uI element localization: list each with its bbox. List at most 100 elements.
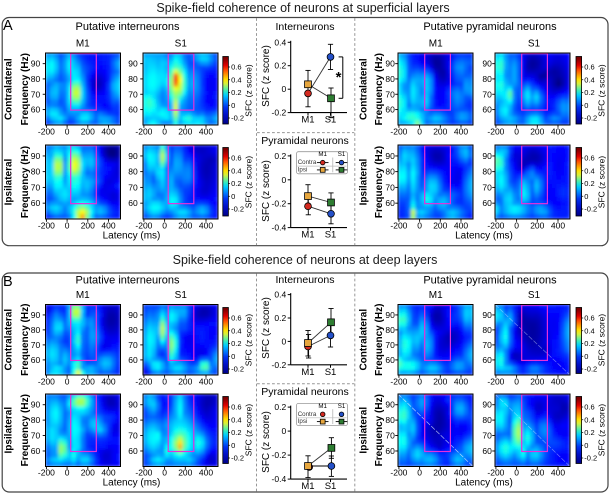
svg-text:70: 70	[31, 340, 41, 350]
svg-text:-200: -200	[390, 126, 407, 136]
svg-text:0.4: 0.4	[231, 415, 241, 424]
svg-text:S1: S1	[175, 290, 188, 301]
svg-text:SFC (z score): SFC (z score)	[597, 314, 607, 367]
svg-text:90: 90	[128, 310, 138, 320]
svg-text:60: 60	[128, 355, 138, 365]
svg-text:400: 400	[101, 221, 115, 231]
svg-text:SFC (z score): SFC (z score)	[597, 64, 607, 117]
svg-text:200: 200	[433, 221, 447, 231]
svg-text:0.2: 0.2	[584, 88, 594, 97]
svg-text:0.2: 0.2	[584, 339, 594, 348]
svg-text:Frequency (Hz): Frequency (Hz)	[374, 53, 385, 125]
svg-text:60: 60	[31, 446, 41, 456]
svg-text:-200: -200	[135, 126, 152, 136]
svg-text:-200: -200	[38, 126, 55, 136]
svg-text:A: A	[3, 18, 13, 34]
svg-text:90: 90	[128, 59, 138, 69]
svg-text:0: 0	[584, 192, 588, 201]
svg-text:400: 400	[454, 221, 468, 231]
svg-text:Ipsilateral: Ipsilateral	[4, 158, 15, 205]
svg-text:-200: -200	[38, 221, 55, 231]
svg-text:80: 80	[385, 415, 395, 425]
svg-text:90: 90	[31, 151, 41, 161]
svg-text:0: 0	[231, 101, 235, 110]
svg-text:80: 80	[385, 74, 395, 84]
svg-text:70: 70	[31, 89, 41, 99]
svg-text:0: 0	[65, 377, 70, 387]
svg-text:Frequency (Hz): Frequency (Hz)	[20, 304, 31, 376]
svg-text:B: B	[3, 274, 13, 290]
svg-text:0.6: 0.6	[231, 154, 241, 163]
svg-text:90: 90	[31, 59, 41, 69]
svg-text:70: 70	[482, 431, 492, 441]
svg-text:Frequency (Hz): Frequency (Hz)	[374, 146, 385, 218]
svg-text:Putative interneurons: Putative interneurons	[76, 274, 180, 286]
svg-text:200: 200	[81, 126, 95, 136]
svg-text:70: 70	[482, 182, 492, 192]
svg-text:60: 60	[128, 446, 138, 456]
svg-text:-0.2: -0.2	[584, 454, 597, 463]
svg-text:Contralateral: Contralateral	[4, 309, 15, 371]
svg-text:80: 80	[482, 74, 492, 84]
svg-text:60: 60	[31, 198, 41, 208]
svg-text:400: 400	[551, 221, 565, 231]
svg-text:70: 70	[128, 182, 138, 192]
svg-text:200: 200	[178, 468, 192, 478]
svg-text:70: 70	[128, 340, 138, 350]
svg-text:200: 200	[530, 377, 544, 387]
svg-text:-200: -200	[135, 377, 152, 387]
svg-text:-0.2: -0.2	[231, 114, 244, 123]
svg-text:400: 400	[551, 126, 565, 136]
svg-text:60: 60	[385, 355, 395, 365]
svg-text:0.6: 0.6	[231, 314, 241, 323]
svg-text:90: 90	[385, 310, 395, 320]
svg-text:70: 70	[482, 89, 492, 99]
svg-text:0.6: 0.6	[231, 63, 241, 72]
svg-text:90: 90	[31, 310, 41, 320]
svg-text:60: 60	[482, 446, 492, 456]
svg-text:0: 0	[514, 126, 519, 136]
svg-text:400: 400	[199, 126, 213, 136]
svg-text:60: 60	[128, 105, 138, 115]
svg-text:0.6: 0.6	[584, 63, 594, 72]
svg-text:80: 80	[31, 415, 41, 425]
svg-text:0: 0	[417, 377, 422, 387]
svg-text:M1: M1	[76, 38, 90, 49]
svg-text:Ipsilateral: Ipsilateral	[4, 407, 15, 454]
svg-text:0: 0	[65, 126, 70, 136]
svg-text:70: 70	[128, 431, 138, 441]
svg-text:Latency (ms): Latency (ms)	[103, 230, 161, 241]
svg-text:60: 60	[482, 105, 492, 115]
svg-text:0: 0	[584, 441, 588, 450]
svg-text:Putative interneurons: Putative interneurons	[76, 21, 180, 33]
svg-text:-200: -200	[390, 221, 407, 231]
svg-text:90: 90	[385, 59, 395, 69]
svg-text:Frequency (Hz): Frequency (Hz)	[20, 394, 31, 466]
svg-text:0.4: 0.4	[584, 166, 594, 175]
svg-text:-200: -200	[487, 126, 504, 136]
svg-text:SFC (z score): SFC (z score)	[597, 404, 607, 457]
svg-text:70: 70	[385, 182, 395, 192]
svg-text:200: 200	[178, 126, 192, 136]
svg-text:-200: -200	[487, 221, 504, 231]
svg-text:90: 90	[482, 310, 492, 320]
svg-text:400: 400	[199, 221, 213, 231]
svg-text:60: 60	[128, 198, 138, 208]
svg-text:M1: M1	[76, 290, 90, 301]
svg-text:70: 70	[385, 431, 395, 441]
svg-text:Ipsilateral: Ipsilateral	[358, 158, 369, 205]
svg-text:60: 60	[482, 198, 492, 208]
svg-text:70: 70	[31, 431, 41, 441]
svg-text:200: 200	[81, 468, 95, 478]
svg-text:60: 60	[385, 446, 395, 456]
svg-text:90: 90	[385, 151, 395, 161]
svg-text:400: 400	[199, 377, 213, 387]
svg-text:400: 400	[101, 468, 115, 478]
svg-text:SFC (z score): SFC (z score)	[244, 314, 254, 367]
svg-text:Contralateral: Contralateral	[358, 58, 369, 120]
svg-text:80: 80	[482, 167, 492, 177]
svg-text:70: 70	[385, 89, 395, 99]
svg-text:SFC (z score): SFC (z score)	[244, 64, 254, 117]
svg-text:Frequency (Hz): Frequency (Hz)	[20, 146, 31, 218]
svg-text:0: 0	[231, 192, 235, 201]
